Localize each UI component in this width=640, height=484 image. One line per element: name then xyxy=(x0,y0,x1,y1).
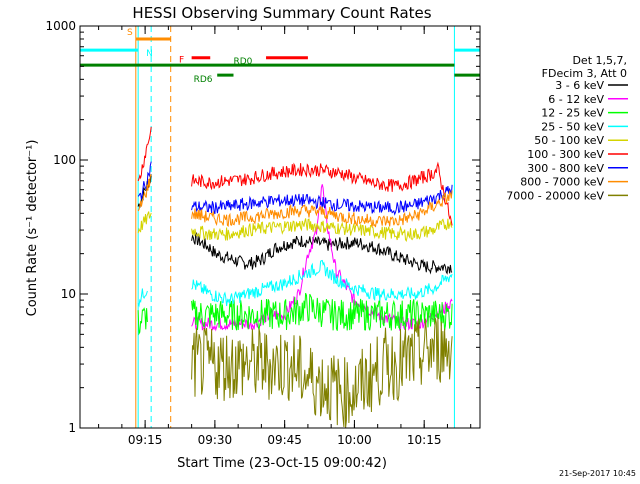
x-tick-label-1: 09:30 xyxy=(198,433,233,447)
legend-header-0: Det 1,5,7, xyxy=(572,54,627,67)
legend-label-5: 100 - 300 keV xyxy=(527,148,604,161)
legend-label-2: 12 - 25 keV xyxy=(541,107,604,120)
y-tick-label-1: 10 xyxy=(61,287,76,301)
series-line-3-0 xyxy=(137,288,148,308)
series-line-3-1 xyxy=(191,259,453,307)
plot-frame xyxy=(79,25,481,429)
x-axis-label: Start Time (23-Oct-15 09:00:42) xyxy=(177,456,387,471)
legend-label-0: 3 - 6 keV xyxy=(555,79,604,92)
x-tick-label-2: 09:45 xyxy=(267,433,302,447)
legend-label-1: 6 - 12 keV xyxy=(548,93,604,106)
footer-timestamp: 21-Sep-2017 10:45 xyxy=(559,469,636,478)
series-line-4-0 xyxy=(137,211,152,234)
y-tick-label-2: 100 xyxy=(53,153,76,167)
y-axis-label: Count Rate (s⁻¹ detector⁻¹) xyxy=(25,140,40,317)
legend-label-6: 300 - 800 keV xyxy=(527,162,604,175)
series-line-7-0 xyxy=(137,173,152,212)
series-line-4-1 xyxy=(191,218,453,242)
series-line-5-0 xyxy=(137,126,152,182)
legend-label-4: 50 - 100 keV xyxy=(534,134,604,147)
series-line-2-1 xyxy=(191,292,453,331)
legend-label-8: 7000 - 20000 keV xyxy=(506,189,604,202)
y-tick-label-3: 1000 xyxy=(45,19,76,33)
series-line-6-0 xyxy=(137,161,152,200)
data-layer xyxy=(80,26,480,428)
y-tick-label-0: 1 xyxy=(68,421,76,435)
legend-header-1: FDecim 3, Att 0 xyxy=(542,67,627,80)
state-label-rd0: RD0 xyxy=(233,57,252,67)
state-label-rd6: RD6 xyxy=(194,75,213,85)
state-label-f: F xyxy=(179,56,184,66)
legend-label-3: 25 - 50 keV xyxy=(541,120,604,133)
legend-label-7: 800 - 7000 keV xyxy=(520,176,604,189)
series-line-2-0 xyxy=(137,307,148,336)
state-label-n: N xyxy=(146,49,153,59)
series-line-0-1 xyxy=(191,232,453,275)
state-label-s: S xyxy=(127,28,133,38)
plot-area: S N F RD0 RD6 09:15 09:30 09:45 10:00 10:15 1 10 100… xyxy=(45,19,481,447)
series-line-5-1 xyxy=(191,161,453,226)
series-line-8-0 xyxy=(191,317,453,428)
x-tick-label-4: 10:15 xyxy=(407,433,442,447)
x-tick-label-0: 09:15 xyxy=(128,433,163,447)
x-tick-label-3: 10:00 xyxy=(337,433,372,447)
series-line-7-1 xyxy=(191,189,453,228)
series-line-6-1 xyxy=(191,184,453,216)
chart-title: HESSI Observing Summary Count Rates xyxy=(132,4,431,22)
